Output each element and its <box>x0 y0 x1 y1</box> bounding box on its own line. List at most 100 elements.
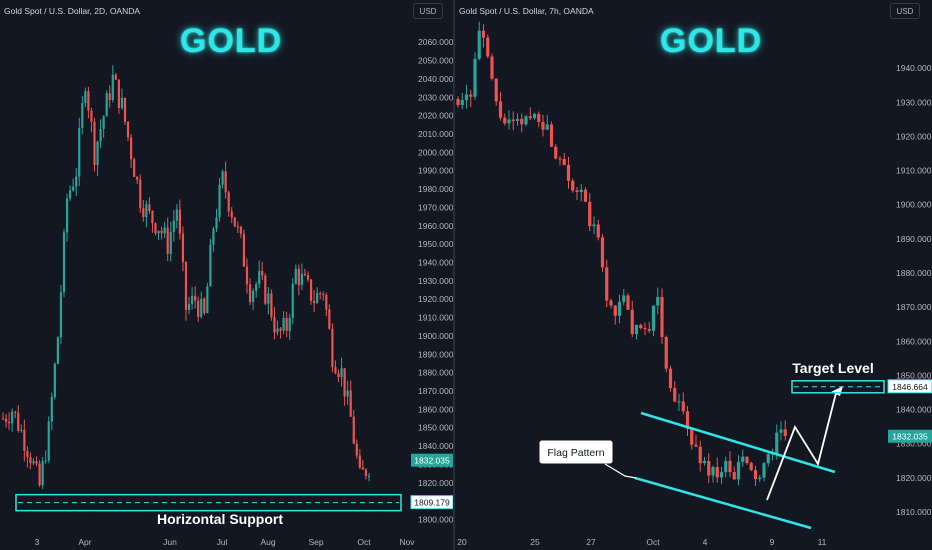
candle-body <box>172 220 175 232</box>
candle-body <box>306 275 310 280</box>
right-currency-button[interactable]: USD <box>890 3 920 19</box>
candle-body <box>325 294 328 310</box>
y-tick-label: 1860.000 <box>896 336 932 346</box>
candle-body <box>779 429 783 433</box>
candle-body <box>139 179 142 209</box>
candle-body <box>651 305 656 331</box>
candle-body <box>53 363 56 397</box>
projected-arrowhead <box>831 386 843 396</box>
candle-body <box>753 470 758 480</box>
candle-body <box>59 292 63 338</box>
y-tick-label: 2000.000 <box>418 147 453 157</box>
candle-body <box>469 94 473 97</box>
candle-body <box>566 164 571 181</box>
y-tick-label: 1840.000 <box>896 405 932 415</box>
candle-body <box>694 444 698 447</box>
candle-body <box>494 78 498 102</box>
candle-body <box>291 283 294 319</box>
x-tick-label: Apr <box>78 537 91 547</box>
y-tick-label: 1870.000 <box>418 386 453 396</box>
candle-body <box>532 113 537 119</box>
candle-body <box>203 298 206 314</box>
candle-body <box>537 113 541 122</box>
y-tick-label: 2010.000 <box>418 129 453 139</box>
candle-body <box>151 211 154 224</box>
candle-body <box>14 411 17 413</box>
candle-body <box>322 294 325 296</box>
candle-body <box>549 124 554 147</box>
candle-body <box>498 101 503 118</box>
candle-body <box>50 396 53 422</box>
candle-body <box>258 270 261 285</box>
candle-body <box>300 273 303 286</box>
candle-body <box>248 284 252 303</box>
candle-body <box>65 198 69 233</box>
left-gold-title: GOLD <box>180 22 283 60</box>
candle-body <box>29 457 32 464</box>
candle-body <box>75 176 78 187</box>
support-zone-box <box>15 493 402 512</box>
candle-body <box>319 293 322 295</box>
candle-body <box>600 237 605 268</box>
candle-body <box>630 309 634 335</box>
candle-body <box>32 461 35 464</box>
candle-body <box>758 477 762 480</box>
target-price-box <box>887 379 932 394</box>
panel-divider[interactable] <box>453 0 455 550</box>
candle-body <box>23 429 26 451</box>
candle-body <box>775 432 779 454</box>
candle-body <box>464 94 469 100</box>
candle-body <box>93 121 96 166</box>
candle-body <box>340 368 343 378</box>
candle-body <box>90 110 93 122</box>
candle-body <box>239 226 242 234</box>
candle-body <box>328 309 331 329</box>
candle-body <box>609 300 613 306</box>
flag-callout-pointer <box>604 463 637 479</box>
last-price-box <box>888 429 932 443</box>
y-tick-label: 1850.000 <box>896 370 932 380</box>
candle-body <box>233 217 236 227</box>
target-zone-box <box>791 380 885 394</box>
y-tick-label: 1880.000 <box>896 268 932 278</box>
candle-body <box>355 443 358 456</box>
candle-body <box>634 324 639 335</box>
x-tick-label: Jun <box>163 537 177 547</box>
left-currency-button[interactable]: USD <box>413 3 443 19</box>
candle-body <box>656 296 660 306</box>
x-tick-label: Nov <box>399 537 415 547</box>
candle-body <box>62 232 66 293</box>
candle-body <box>123 97 127 122</box>
candle-body <box>261 270 264 276</box>
candle-body <box>297 268 300 286</box>
candle-body <box>331 328 334 368</box>
y-tick-label: 1930.000 <box>418 276 453 286</box>
candle-body <box>724 460 728 473</box>
y-tick-label: 1890.000 <box>896 234 932 244</box>
last-price-label: 1832.035 <box>414 456 450 466</box>
support-annotation: Horizontal Support <box>157 511 283 527</box>
candle-body <box>361 467 364 470</box>
candle-body <box>17 412 20 431</box>
candle-body <box>267 293 270 304</box>
candle-body <box>507 119 511 124</box>
candle-body <box>515 118 520 122</box>
candle-body <box>191 295 194 304</box>
y-tick-label: 1880.000 <box>418 368 453 378</box>
right-chart-panel: 1810.000 1820.000 1830.000 1840.000 1850.000… <box>455 0 932 550</box>
candle-body <box>130 137 133 160</box>
candle-body <box>136 176 139 180</box>
candle-body <box>486 37 490 57</box>
candle-body <box>126 121 130 138</box>
candle-body <box>673 388 677 402</box>
candle-body <box>660 296 664 338</box>
candle-body <box>1 418 5 420</box>
y-tick-label: 2040.000 <box>418 74 453 84</box>
candle-body <box>313 300 316 304</box>
candle-body <box>288 318 291 331</box>
candle-body <box>178 209 181 234</box>
candle-body <box>562 159 566 165</box>
candle-body <box>571 180 575 191</box>
candle-body <box>242 233 246 267</box>
candle-body <box>175 209 178 221</box>
